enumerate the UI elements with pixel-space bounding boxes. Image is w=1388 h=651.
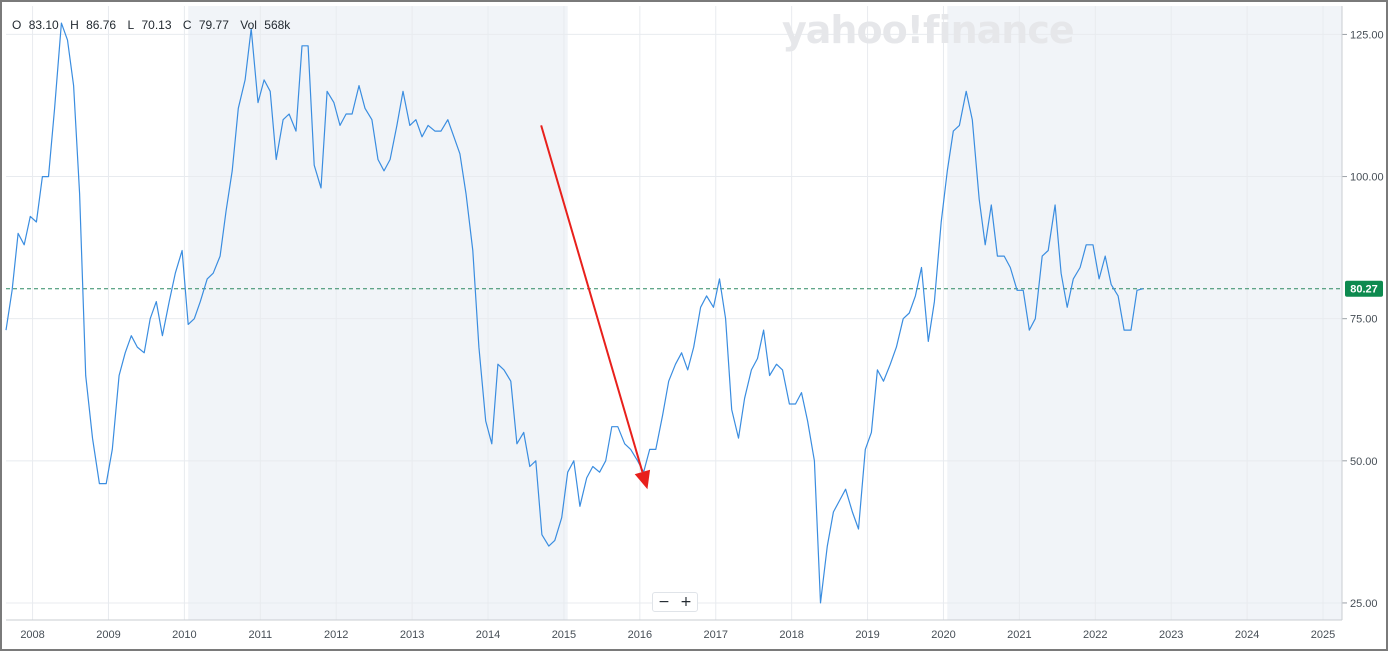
open-value: 83.10 (28, 18, 59, 32)
x-axis: 2008 2009 2010 2011 2012 2013 2014 2015 2016 2017… (6, 619, 1342, 641)
volume-label: Vol (240, 18, 257, 32)
x-tick-label: 2024 (1235, 629, 1259, 641)
x-tick-label: 2008 (20, 629, 44, 641)
y-axis: 125.00 100.00 75.00 50.00 25.00 (1341, 6, 1384, 620)
x-tick-label: 2020 (931, 629, 955, 641)
x-tick-label: 2011 (248, 629, 272, 641)
y-tick-label: 125.00 (1350, 29, 1384, 41)
ohlc-readout: O 83.10 H 86.76 L 70.13 C 79.77 Vol 568k (12, 18, 298, 32)
high-label: H (70, 18, 79, 32)
low-value: 70.13 (141, 18, 172, 32)
x-tick-label: 2010 (172, 629, 196, 641)
y-tick-label: 100.00 (1350, 172, 1384, 184)
zoom-out-button[interactable]: − (653, 593, 675, 611)
x-tick-label: 2017 (704, 629, 728, 641)
price-line[interactable] (5, 22, 1144, 604)
volume-readout: Vol 568k (240, 18, 294, 32)
arrow-shaft (540, 125, 644, 473)
yahoo-finance-logo: yahoo!finance (782, 8, 1075, 52)
x-tick-label: 2021 (1007, 629, 1031, 641)
x-tick-label: 2025 (1311, 629, 1335, 641)
annotation-arrow (540, 125, 651, 490)
close-value: 79.77 (198, 18, 229, 32)
high-readout: H 86.76 (70, 18, 120, 32)
zoom-control: − + (652, 592, 698, 612)
zoom-in-button[interactable]: + (675, 593, 697, 611)
x-tick-label: 2018 (779, 629, 803, 641)
close-label: C (182, 18, 192, 32)
x-tick-label: 2023 (1159, 629, 1183, 641)
low-readout: L 70.13 (127, 18, 175, 32)
x-tick-label: 2012 (324, 629, 348, 641)
low-label: L (127, 18, 135, 32)
x-tick-label: 2019 (855, 629, 879, 641)
x-tick-label: 2016 (628, 629, 652, 641)
period-shading (188, 6, 1342, 620)
high-value: 86.76 (86, 18, 117, 32)
x-tick-label: 2015 (552, 629, 576, 641)
y-tick-label: 75.00 (1350, 314, 1378, 326)
x-tick-label: 2009 (96, 629, 120, 641)
price-badge-label: 80.27 (1350, 284, 1378, 296)
volume-value: 568k (264, 18, 291, 32)
price-series[interactable] (5, 22, 1144, 604)
close-readout: C 79.77 (183, 18, 233, 32)
x-tick-label: 2022 (1083, 629, 1107, 641)
arrow-head (634, 469, 651, 490)
open-readout: O 83.10 (12, 18, 63, 32)
y-tick-label: 50.00 (1350, 456, 1378, 468)
current-price-badge: 80.27 (1345, 280, 1383, 297)
y-tick-label: 25.00 (1350, 598, 1378, 610)
shaded-band-0 (188, 6, 568, 620)
price-badge-box (1345, 280, 1383, 297)
chart-grid (6, 6, 1342, 620)
x-tick-label: 2013 (400, 629, 424, 641)
shaded-band-1 (947, 6, 1342, 620)
open-label: O (12, 18, 22, 32)
x-tick-label: 2014 (476, 629, 500, 641)
